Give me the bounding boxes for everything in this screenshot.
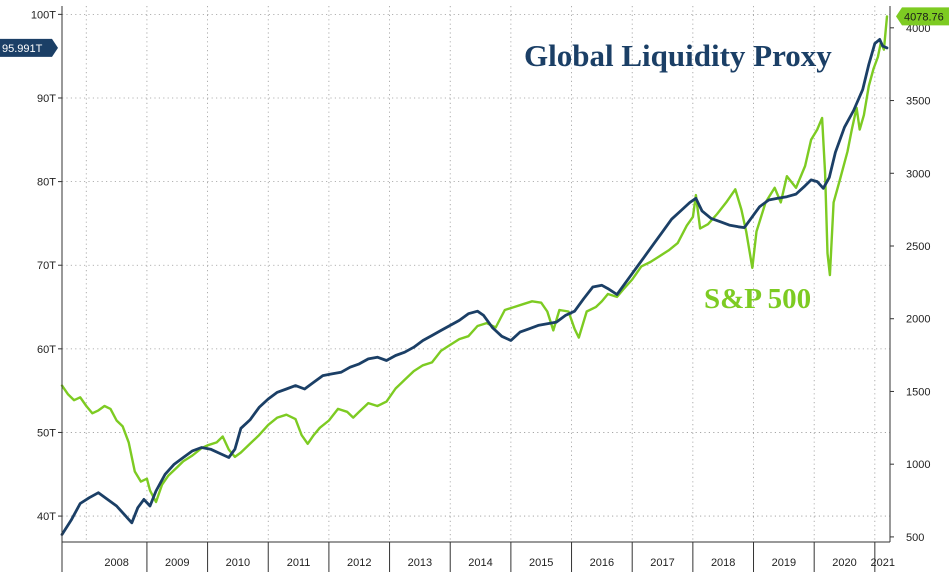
annotation-sp500: S&P 500 [704, 283, 811, 315]
y-right-tick-label: 2000 [906, 314, 930, 326]
x-tick-label: 2020 [832, 557, 856, 569]
y-right-tick-label: 3500 [906, 96, 930, 108]
x-tick-label: 2018 [711, 557, 735, 569]
x-tick-label: 2017 [650, 557, 674, 569]
x-tick-label: 2013 [408, 557, 432, 569]
x-tick-label: 2015 [529, 557, 553, 569]
series-line-liquidity [60, 38, 889, 536]
x-tick-label: 2011 [287, 557, 311, 569]
badge-value-sp500: 4078.76 [904, 11, 944, 23]
y-left-tick-label: 60T [37, 344, 56, 356]
x-tick-label: 2009 [165, 557, 189, 569]
y-right-tick-label: 500 [906, 532, 924, 544]
y-right-tick-label: 1500 [906, 386, 930, 398]
series-line-sp500 [60, 15, 889, 504]
x-tick-label: 2010 [226, 557, 250, 569]
y-left-tick-label: 70T [37, 260, 56, 272]
x-tick-label: 2016 [590, 557, 614, 569]
x-tick-label: 2008 [104, 557, 128, 569]
axes [58, 6, 894, 572]
annotation-liquidity: Global Liquidity Proxy [524, 38, 832, 73]
x-tick-label: 2021 [870, 557, 894, 569]
y-left-tick-label: 80T [37, 177, 56, 189]
x-tick-label: 2019 [772, 557, 796, 569]
y-right-tick-label: 4000 [906, 23, 930, 35]
y-left-tick-label: 50T [37, 427, 56, 439]
badge-shape-sp500 [896, 7, 949, 26]
y-right-tick-label: 3000 [906, 168, 930, 180]
y-left-tick-label: 90T [37, 93, 56, 105]
y-left-tick-label: 100T [31, 9, 56, 21]
last-value-badge-sp500: 4078.76 [896, 7, 949, 26]
badge-shape-liquidity [0, 38, 58, 57]
x-tick-label: 2014 [468, 557, 492, 569]
badge-value-liquidity: 95.991T [2, 43, 43, 55]
series-lines [60, 15, 889, 536]
x-tick-label: 2012 [347, 557, 371, 569]
labels: 40T 50T 60T 70T 80T 90T 100T 500 1000 1500 2000 250… [0, 7, 949, 569]
gridlines [62, 6, 890, 542]
y-right-tick-label: 2500 [906, 241, 930, 253]
last-value-badge-liquidity: 95.991T [0, 38, 58, 57]
y-left-tick-label: 40T [37, 511, 56, 523]
y-right-tick-label: 1000 [906, 459, 930, 471]
